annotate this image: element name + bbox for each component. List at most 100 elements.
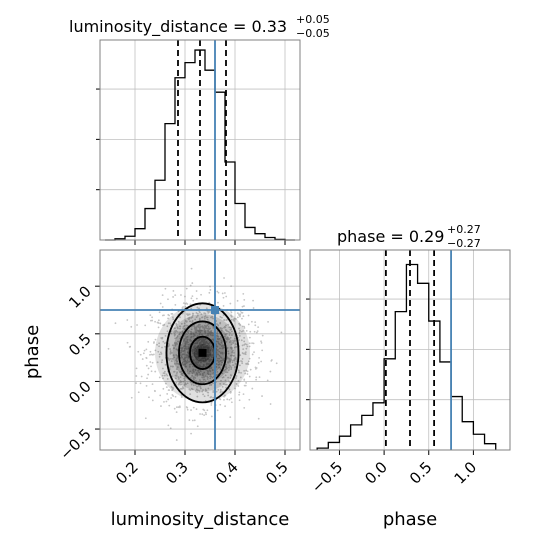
scatter-point bbox=[189, 330, 192, 333]
scatter-point bbox=[203, 339, 205, 342]
scatter-point bbox=[211, 369, 214, 371]
scatter-point bbox=[184, 365, 187, 368]
scatter-point bbox=[224, 405, 226, 408]
scatter-point bbox=[228, 331, 231, 334]
scatter-point bbox=[258, 376, 261, 379]
scatter-point bbox=[178, 383, 180, 385]
scatter-point bbox=[221, 372, 224, 375]
scatter-point bbox=[180, 294, 182, 296]
scatter-point bbox=[186, 338, 189, 341]
density-xtick-label: 0.4 bbox=[212, 458, 242, 488]
scatter-point bbox=[243, 378, 246, 381]
scatter-point bbox=[210, 404, 213, 406]
scatter-point bbox=[206, 327, 209, 330]
scatter-point bbox=[198, 307, 201, 310]
scatter-point bbox=[202, 378, 205, 381]
scatter-point bbox=[227, 330, 230, 333]
scatter-point bbox=[206, 350, 208, 353]
scatter-point bbox=[186, 331, 189, 333]
scatter-point bbox=[208, 344, 211, 347]
scatter-point bbox=[187, 314, 189, 316]
scatter-point bbox=[161, 336, 164, 339]
scatter-point bbox=[191, 295, 194, 298]
scatter-point bbox=[130, 396, 133, 399]
scatter-point bbox=[177, 340, 179, 343]
scatter-point bbox=[195, 356, 198, 359]
scatter-point bbox=[202, 376, 205, 379]
scatter-point bbox=[187, 346, 189, 348]
scatter-point bbox=[179, 387, 182, 390]
scatter-point bbox=[202, 375, 205, 378]
scatter-point bbox=[220, 351, 222, 354]
scatter-point bbox=[195, 327, 198, 330]
scatter-point bbox=[193, 347, 196, 350]
scatter-point bbox=[207, 391, 210, 394]
scatter-point bbox=[151, 353, 154, 356]
scatter-point bbox=[172, 365, 174, 368]
scatter-point bbox=[182, 338, 185, 341]
scatter-point bbox=[207, 334, 209, 337]
scatter-point bbox=[234, 363, 237, 365]
scatter-point bbox=[208, 359, 211, 361]
scatter-point bbox=[203, 395, 206, 398]
scatter-point bbox=[193, 353, 196, 356]
scatter-point bbox=[201, 333, 203, 336]
scatter-point bbox=[157, 319, 160, 322]
scatter-point bbox=[126, 341, 129, 344]
scatter-point bbox=[183, 363, 186, 366]
scatter-point bbox=[182, 358, 185, 361]
scatter-point bbox=[195, 326, 198, 329]
scatter-point bbox=[171, 394, 174, 396]
scatter-point bbox=[179, 325, 182, 328]
scatter-point bbox=[211, 316, 213, 319]
scatter-point bbox=[202, 363, 205, 366]
scatter-point bbox=[236, 299, 239, 302]
scatter-point bbox=[216, 359, 219, 362]
scatter-point bbox=[204, 330, 206, 333]
scatter-point bbox=[241, 311, 244, 314]
scatter-point bbox=[192, 325, 194, 327]
scatter-point bbox=[169, 348, 172, 350]
scatter-point bbox=[174, 377, 177, 380]
scatter-point bbox=[139, 382, 142, 385]
scatter-point bbox=[238, 332, 241, 334]
scatter-point bbox=[173, 327, 176, 330]
scatter-point bbox=[219, 382, 222, 385]
scatter-point bbox=[228, 360, 231, 363]
scatter-point bbox=[231, 351, 234, 354]
scatter-point bbox=[165, 373, 168, 376]
scatter-point bbox=[166, 378, 169, 380]
scatter-point bbox=[211, 334, 214, 337]
scatter-point bbox=[186, 370, 189, 373]
scatter-point bbox=[238, 335, 241, 337]
scatter-point bbox=[196, 353, 199, 356]
histogram-luminosity-distance-panel bbox=[96, 39, 301, 245]
scatter-point bbox=[207, 325, 210, 328]
scatter-point bbox=[172, 387, 175, 389]
scatter-point bbox=[198, 338, 201, 341]
scatter-point bbox=[216, 409, 219, 412]
scatter-point bbox=[203, 315, 206, 318]
scatter-point bbox=[169, 352, 172, 355]
scatter-point bbox=[198, 326, 201, 329]
scatter-point bbox=[183, 345, 186, 347]
density-xtick-label: 0.2 bbox=[112, 458, 142, 488]
scatter-point bbox=[230, 285, 233, 288]
scatter-point bbox=[208, 369, 211, 372]
scatter-point bbox=[245, 343, 248, 346]
scatter-point bbox=[169, 427, 172, 430]
scatter-point bbox=[221, 351, 224, 354]
scatter-point bbox=[151, 319, 154, 322]
scatter-point bbox=[185, 341, 188, 344]
scatter-point bbox=[200, 313, 203, 316]
scatter-point bbox=[211, 331, 213, 334]
scatter-point bbox=[208, 359, 211, 362]
scatter-point bbox=[208, 345, 211, 348]
scatter-point bbox=[199, 324, 201, 326]
scatter-point bbox=[199, 413, 201, 415]
scatter-point bbox=[205, 363, 208, 365]
scatter-point bbox=[165, 386, 168, 388]
scatter-point bbox=[210, 356, 213, 358]
scatter-point bbox=[158, 353, 161, 356]
scatter-point bbox=[210, 384, 213, 386]
